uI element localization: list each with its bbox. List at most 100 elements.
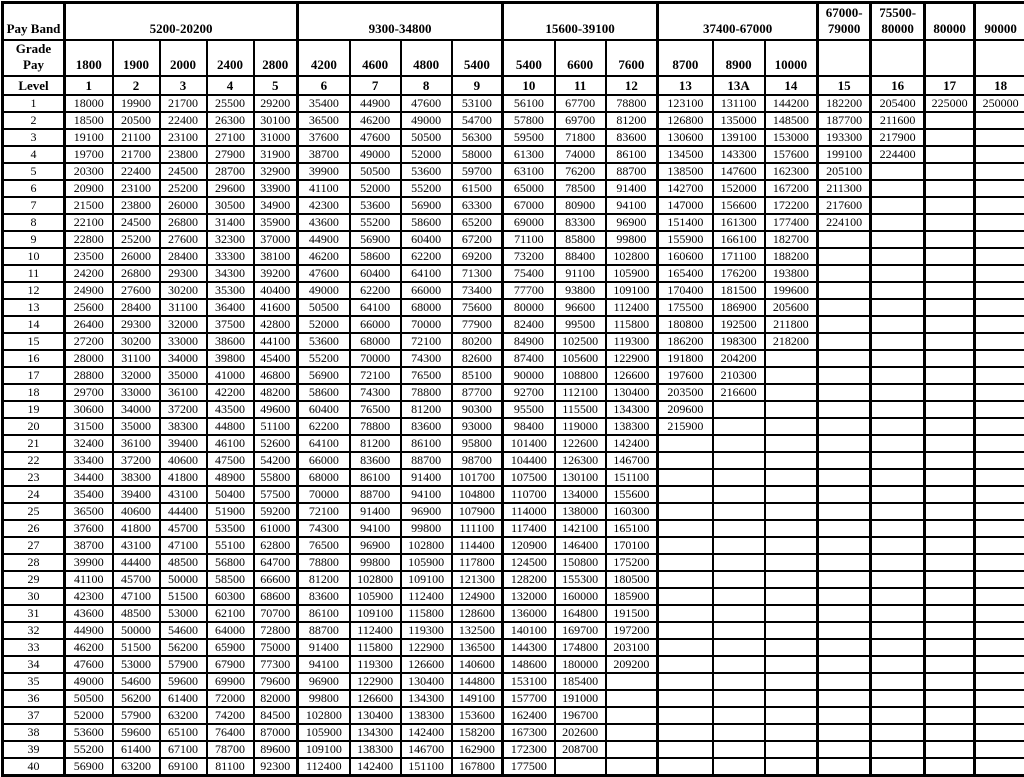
pay-value-cell: 74300 (350, 384, 401, 401)
pay-value-cell: 59200 (254, 503, 298, 520)
pay-value-cell: 128600 (452, 605, 503, 622)
grade-pay-cell: 7600 (606, 40, 658, 76)
pay-value-cell (925, 282, 975, 299)
grade-pay-cell (975, 40, 1024, 76)
pay-value-cell: 128200 (503, 571, 555, 588)
pay-value-cell: 209600 (658, 401, 713, 418)
pay-value-cell (871, 163, 925, 180)
pay-value-cell: 44900 (65, 622, 113, 639)
stage-index-cell: 29 (3, 571, 65, 588)
pay-value-cell (818, 384, 871, 401)
stage-index-cell: 18 (3, 384, 65, 401)
stage-index-cell: 21 (3, 435, 65, 452)
pay-value-cell (713, 673, 765, 690)
pay-value-cell (606, 690, 658, 707)
pay-value-cell (765, 588, 818, 605)
pay-value-cell: 58000 (452, 146, 503, 163)
pay-value-cell (871, 639, 925, 656)
stage-index-cell: 20 (3, 418, 65, 435)
pay-value-cell: 35000 (160, 367, 207, 384)
pay-value-cell: 22400 (160, 112, 207, 129)
pay-value-cell: 41600 (254, 299, 298, 316)
pay-value-cell: 180500 (606, 571, 658, 588)
pay-value-cell: 224400 (871, 146, 925, 163)
pay-value-cell: 126600 (350, 690, 401, 707)
pay-value-cell: 182200 (818, 95, 871, 112)
pay-value-cell: 26000 (113, 248, 160, 265)
pay-value-cell: 56100 (503, 95, 555, 112)
pay-value-cell: 65000 (503, 180, 555, 197)
pay-value-cell: 93800 (555, 282, 606, 299)
pay-value-cell: 119000 (555, 418, 606, 435)
pay-value-cell: 34000 (160, 350, 207, 367)
pay-value-cell: 83600 (350, 452, 401, 469)
pay-value-cell (925, 758, 975, 776)
pay-value-cell (975, 197, 1024, 214)
level-cell: 13 (658, 76, 713, 95)
pay-value-cell: 218200 (765, 333, 818, 350)
pay-value-cell (765, 350, 818, 367)
pay-value-cell: 69000 (503, 214, 555, 231)
grade-pay-cell: 5400 (503, 40, 555, 76)
pay-band-cell: 80000 (925, 3, 975, 40)
pay-value-cell: 50500 (401, 129, 452, 146)
pay-value-cell (871, 180, 925, 197)
pay-value-cell: 144200 (765, 95, 818, 112)
pay-value-cell: 21700 (113, 146, 160, 163)
grade-pay-cell: 6600 (555, 40, 606, 76)
pay-value-cell: 191500 (606, 605, 658, 622)
pay-value-cell: 102500 (555, 333, 606, 350)
pay-value-cell (713, 469, 765, 486)
pay-value-cell: 92300 (254, 758, 298, 776)
pay-value-cell (818, 401, 871, 418)
pay-value-cell: 66000 (401, 282, 452, 299)
pay-value-cell: 58600 (350, 248, 401, 265)
pay-value-cell (925, 231, 975, 248)
pay-value-cell: 208700 (555, 741, 606, 758)
pay-value-cell: 67700 (555, 95, 606, 112)
pay-value-cell (975, 724, 1024, 741)
pay-value-cell (925, 537, 975, 554)
stage-index-cell: 8 (3, 214, 65, 231)
pay-value-cell: 28400 (160, 248, 207, 265)
pay-value-cell: 84900 (503, 333, 555, 350)
level-cell: 17 (925, 76, 975, 95)
pay-value-cell: 71100 (503, 231, 555, 248)
pay-value-cell: 147000 (658, 197, 713, 214)
pay-value-cell: 34300 (207, 265, 254, 282)
pay-value-cell (871, 248, 925, 265)
pay-value-cell: 19700 (65, 146, 113, 163)
pay-value-cell: 30500 (207, 197, 254, 214)
pay-value-cell: 53600 (65, 724, 113, 741)
pay-value-cell: 89600 (254, 741, 298, 758)
pay-value-cell: 202600 (555, 724, 606, 741)
pay-value-cell: 71300 (452, 265, 503, 282)
pay-value-cell: 160300 (606, 503, 658, 520)
pay-value-cell (765, 367, 818, 384)
pay-value-cell: 105900 (298, 724, 350, 741)
pay-value-cell: 162300 (765, 163, 818, 180)
pay-value-cell: 69100 (160, 758, 207, 776)
pay-value-cell: 26400 (65, 316, 113, 333)
pay-value-cell (975, 656, 1024, 673)
pay-value-cell: 155900 (658, 231, 713, 248)
stage-index-cell: 1 (3, 95, 65, 112)
pay-value-cell: 34400 (65, 469, 113, 486)
pay-value-cell: 76500 (350, 401, 401, 418)
pay-value-cell: 126600 (401, 656, 452, 673)
pay-value-cell (925, 129, 975, 146)
grade-pay-cell: 2800 (254, 40, 298, 76)
pay-value-cell (658, 503, 713, 520)
pay-value-cell (925, 741, 975, 758)
pay-value-cell (713, 724, 765, 741)
pay-value-cell (925, 452, 975, 469)
pay-value-cell: 33000 (113, 384, 160, 401)
pay-value-cell (925, 469, 975, 486)
pay-value-cell: 62200 (401, 248, 452, 265)
